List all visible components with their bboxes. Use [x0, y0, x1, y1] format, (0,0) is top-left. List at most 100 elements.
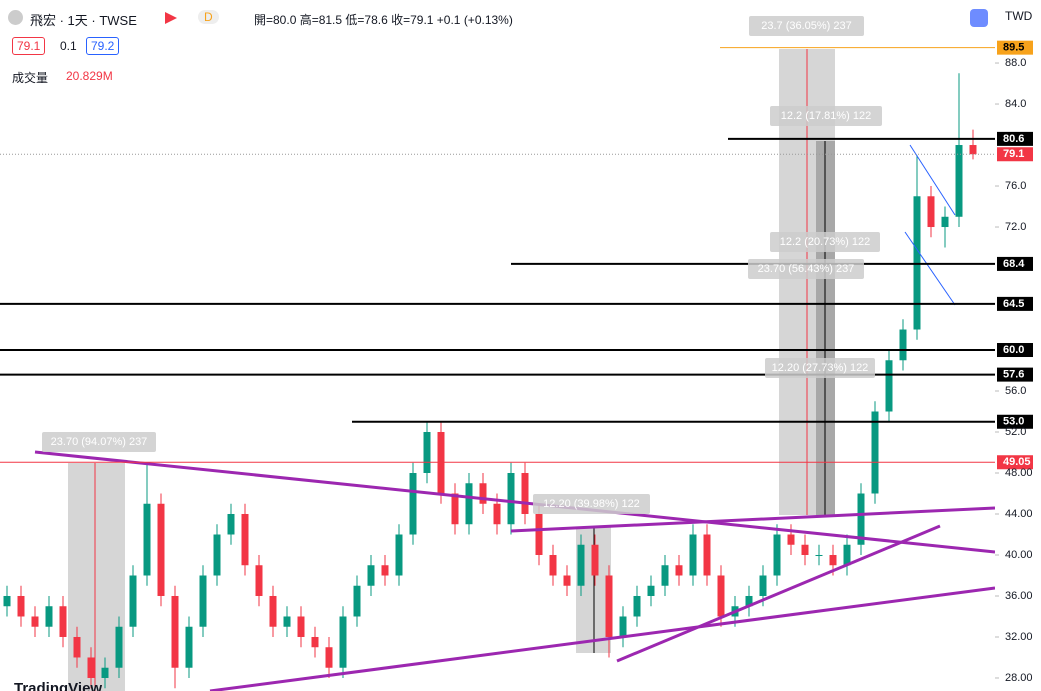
- channel-line: [909, 144, 956, 216]
- candle-body: [661, 565, 669, 586]
- candle-body: [493, 503, 501, 525]
- candle-body: [549, 554, 557, 576]
- price-label: 64.5: [1003, 298, 1024, 310]
- candle-body: [507, 472, 515, 525]
- bid[interactable]: 79.1: [12, 37, 46, 55]
- price-label: 80.6: [1003, 133, 1024, 145]
- candle-body: [563, 575, 571, 586]
- candle-body: [73, 636, 81, 658]
- measure-label: 23.7 (36.05%) 237: [761, 20, 852, 32]
- price-label: 79.1: [1003, 148, 1024, 160]
- measure-label-bg: [533, 494, 650, 514]
- price-label: 60.0: [1003, 344, 1024, 356]
- candle-body: [535, 513, 543, 555]
- candle-body: [395, 534, 403, 576]
- candle-body: [45, 606, 53, 627]
- candle-body: [31, 616, 39, 627]
- candle-body: [241, 513, 249, 566]
- candle-body: [381, 565, 389, 576]
- candle-body: [787, 534, 795, 545]
- candle-body: [423, 432, 431, 473]
- measure-label-bg: [749, 16, 864, 36]
- y-tick-label: 56.0: [1005, 385, 1026, 397]
- candle-body: [871, 411, 879, 494]
- candle-body: [913, 196, 921, 330]
- candle-body: [465, 483, 473, 525]
- candle-body: [353, 585, 361, 617]
- measure-label-bg: [42, 432, 156, 452]
- y-tick-label: 40.00: [1005, 549, 1033, 561]
- trend-line: [34, 450, 996, 554]
- candle-body: [115, 626, 123, 668]
- candle-body: [717, 575, 725, 617]
- measure-label-bg: [770, 232, 880, 252]
- candle-body: [885, 360, 893, 412]
- candle-body: [633, 595, 641, 617]
- candle-body: [143, 503, 151, 576]
- y-tick-label: 52.0: [1005, 426, 1026, 438]
- price-label-bg: [997, 147, 1033, 162]
- candle-body: [325, 647, 333, 668]
- candle-body: [311, 636, 319, 648]
- measure-label: 23.70 (56.43%) 237: [758, 263, 855, 275]
- candle-body: [227, 513, 235, 535]
- y-tick-label: 84.0: [1005, 98, 1026, 110]
- candle-body: [59, 606, 67, 637]
- ohlc: 開=80.0 高=81.5 低=78.6 收=79.1 +0.1 (+0.13%…: [254, 13, 513, 27]
- candle-body: [703, 534, 711, 576]
- y-tick-label: 44.00: [1005, 508, 1033, 520]
- price-label: 89.5: [1003, 42, 1024, 54]
- candle-body: [773, 534, 781, 576]
- candle-body: [605, 575, 613, 637]
- currency[interactable]: TWD: [1005, 9, 1033, 23]
- candle-body: [969, 145, 977, 155]
- trend-line: [209, 586, 996, 691]
- candle-body: [17, 595, 25, 617]
- price-label-bg: [997, 367, 1033, 382]
- symbol-icon: [8, 10, 23, 25]
- settings-button[interactable]: [970, 9, 988, 27]
- candle-body: [437, 432, 445, 494]
- price-label-bg: [997, 40, 1033, 55]
- ask[interactable]: 79.2: [86, 37, 120, 55]
- candle-body: [157, 503, 165, 596]
- price-label: 53.0: [1003, 416, 1024, 428]
- y-tick-label: 72.0: [1005, 221, 1026, 233]
- candle-body: [689, 534, 697, 576]
- candle-body: [171, 595, 179, 668]
- candle-body: [577, 544, 585, 586]
- symbol: 飛宏 · 1天 · TWSE: [30, 13, 137, 28]
- candle-body: [801, 544, 809, 555]
- price-label-bg: [997, 131, 1033, 146]
- volume-label: 成交量: [12, 71, 49, 85]
- interval-badge[interactable]: D: [198, 10, 219, 24]
- price-label-bg: [997, 296, 1033, 311]
- channel-line: [904, 231, 956, 306]
- candle-body: [941, 216, 949, 228]
- price-label: 49.05: [1003, 456, 1031, 468]
- candle-body: [647, 585, 655, 596]
- candle-body: [213, 534, 221, 576]
- price-label-bg: [997, 455, 1033, 470]
- measure-label-bg: [770, 106, 882, 126]
- candle-body: [269, 595, 277, 627]
- candle-body: [255, 565, 263, 596]
- candle-body: [409, 472, 417, 535]
- candle-body: [101, 667, 109, 678]
- price-label: 68.4: [1003, 258, 1025, 270]
- measure-label: 12.20 (27.73%) 122: [772, 362, 869, 374]
- candle-body: [479, 483, 487, 504]
- y-tick-label: 76.0: [1005, 180, 1026, 192]
- candle-body: [829, 554, 837, 566]
- y-tick-label: 88.0: [1005, 57, 1026, 69]
- candle-body: [857, 493, 865, 545]
- candle-body: [899, 329, 907, 361]
- candle-body: [3, 595, 11, 607]
- flag[interactable]: [165, 12, 177, 24]
- measure-label: 23.70 (94.07%) 237: [51, 436, 148, 448]
- volume-value: 20.829M: [66, 69, 113, 83]
- measure-label: 12.20 (39.98%) 122: [543, 498, 640, 510]
- candle-body: [339, 616, 347, 668]
- candle-body: [745, 595, 753, 607]
